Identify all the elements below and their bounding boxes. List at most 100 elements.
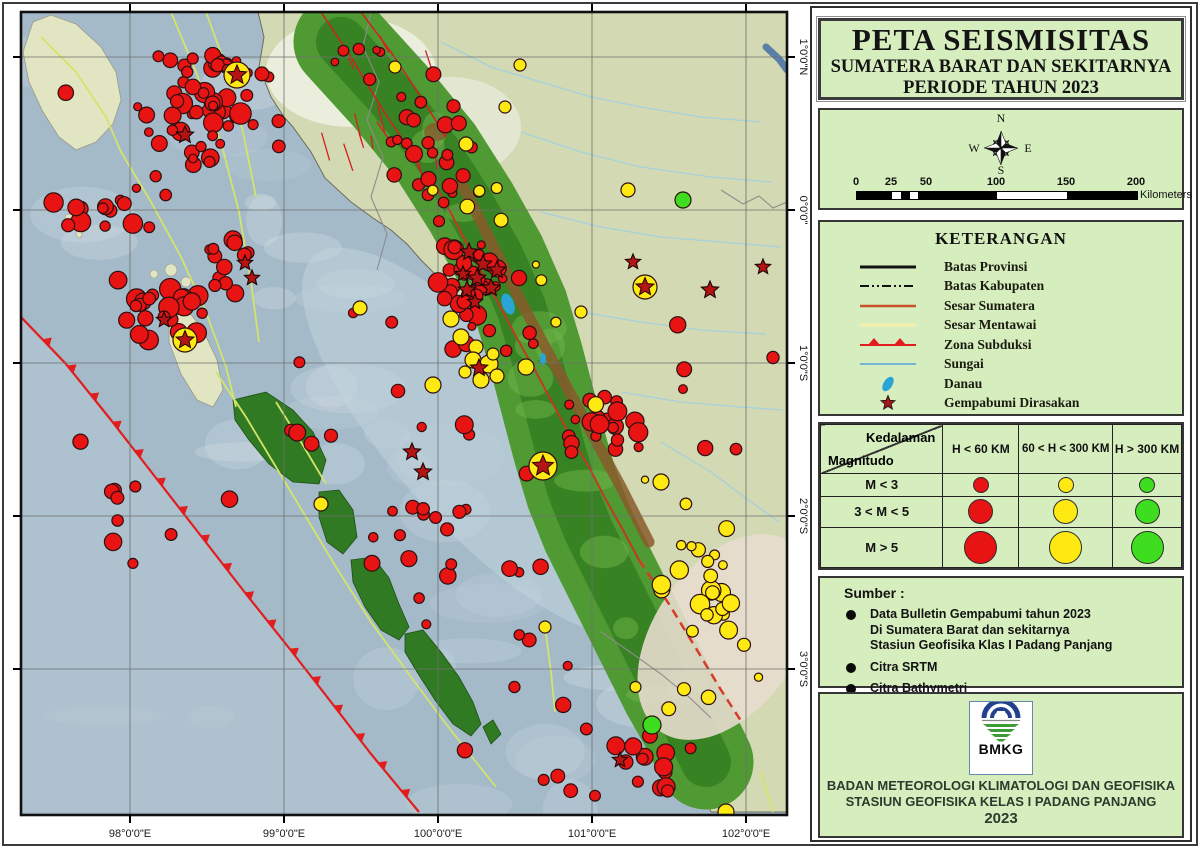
- longitude-label: 101°0'0"E: [568, 828, 616, 840]
- footer-agency: BADAN METEOROLOGI KLIMATOLOGI DAN GEOFIS…: [826, 778, 1176, 793]
- bullet-icon: [846, 610, 856, 620]
- legend-circle: [1049, 530, 1083, 564]
- corner-top-label: Kedalaman: [866, 430, 936, 445]
- legend-title: KETERANGAN: [935, 229, 1067, 248]
- admin-boundary: [720, 189, 787, 209]
- island-batu: [164, 263, 178, 277]
- latitude-label: 2°0'0"S: [797, 498, 809, 534]
- legend-item: Danau: [820, 374, 1182, 394]
- scale-bar-strip: [856, 191, 1138, 200]
- admin-boundary: [362, 12, 388, 271]
- map-period: PERIODE TAHUN 2023: [903, 78, 1099, 98]
- legend-item: Sesar Sumatera: [820, 296, 1182, 316]
- island-mentawai: [318, 489, 358, 555]
- table-corner-cell: Kedalaman Magnitudo: [819, 424, 944, 474]
- magnitude-row-label: 3 < M < 5: [819, 495, 944, 528]
- island-nias: [22, 14, 122, 151]
- bmkg-logo-text: BMKG: [978, 741, 1024, 757]
- bmkg-logo-icon: [981, 702, 1021, 742]
- latitude-label: 0°0'0": [797, 196, 809, 225]
- longitude-label: 98°0'0"E: [109, 828, 151, 840]
- sumber-title: Sumber :: [844, 585, 905, 601]
- magnitude-row-label: M > 5: [819, 526, 944, 569]
- map-frame: [19, 10, 789, 817]
- footer-station: STASIUN GEOFISIKA KELAS I PADANG PANJANG: [845, 793, 1157, 809]
- south-label: S: [998, 163, 1005, 177]
- lake: [501, 293, 515, 315]
- legend-circle-cell: [1018, 526, 1114, 569]
- legend-circle: [1057, 476, 1074, 493]
- east-label: E: [1024, 141, 1031, 155]
- line-sungai-icon: [860, 363, 916, 366]
- sumber-item: Citra Bathymetri: [820, 681, 1182, 697]
- legend-item: Zona Subduksi: [820, 335, 1182, 355]
- line-sesar-sumatera-icon: [860, 304, 916, 307]
- title-box: PETA SEISMISITAS SUMATERA BARAT DAN SEKI…: [816, 16, 1186, 102]
- legend-label: Zona Subduksi: [944, 336, 1032, 352]
- scale-number: 50: [919, 176, 933, 188]
- scale-unit: Kilometers: [1140, 189, 1192, 201]
- keterangan-box: KETERANGAN Batas Provinsi Batas Kabupaten…: [818, 220, 1184, 416]
- river-mouth: [762, 43, 787, 74]
- legend-circle-cell: [1112, 473, 1182, 497]
- magnitude-row-label: M < 3: [819, 473, 944, 497]
- legend-label: Sesar Sumatera: [944, 297, 1035, 313]
- earthquake-points: [43, 42, 780, 815]
- legend-circle-cell: [942, 495, 1020, 528]
- legend-circle-cell: [1018, 495, 1114, 528]
- legend-circle: [1053, 499, 1079, 525]
- depth-column-header: H < 60 KM: [942, 424, 1020, 474]
- sesar-mentawai-line: [760, 771, 774, 813]
- longitude-label: 100°0'0"E: [414, 828, 462, 840]
- footer-year: 2023: [984, 810, 1018, 827]
- north-label: N: [997, 111, 1006, 125]
- sumber-item: Citra SRTM: [820, 660, 1182, 676]
- map-subtitle: SUMATERA BARAT DAN SEKITARNYA: [830, 57, 1172, 77]
- scale-number: 200: [1126, 176, 1146, 188]
- sumber-items: Data Bulletin Gempabumi tahun 2023 Di Sum…: [820, 607, 1182, 697]
- sumber-text: Citra SRTM: [870, 659, 938, 674]
- legend-circle: [964, 530, 998, 564]
- depth-column-header: 60 < H < 300 KM: [1018, 424, 1114, 474]
- scale-bar: 0 25 50 100 150 200 Kilometers: [822, 176, 1192, 206]
- magnitude-table: Kedalaman Magnitudo H < 60 KM 60 < H < 300 …: [819, 424, 1182, 569]
- legend-item: Batas Provinsi: [820, 257, 1182, 277]
- island-mentawai: [482, 719, 502, 745]
- depth-column-header: H > 300 KM: [1112, 424, 1182, 474]
- sesar-mentawai-line: [544, 626, 556, 713]
- line-subduksi-icon: [860, 337, 916, 346]
- island-batu: [180, 276, 192, 288]
- legend-circle-cell: [942, 526, 1020, 569]
- map-canvas: 98°0'0"E 99°0'0"E 100°0'0"E 101°0'0"E 102°0'…: [13, 4, 809, 840]
- island-batu: [149, 269, 159, 279]
- compass-scale-box: N E S W 0 25 50 100 150 200 Kilometers: [818, 108, 1192, 210]
- longitude-label: 99°0'0"E: [263, 828, 305, 840]
- line-provinsi-icon: [860, 265, 916, 269]
- sesar-mentawai-line: [40, 36, 237, 408]
- scale-number: 150: [1056, 176, 1076, 188]
- shape-danau-icon: [882, 376, 894, 391]
- legend-item: Batas Kabupaten: [820, 277, 1182, 297]
- graticule-ticks: [13, 4, 795, 823]
- legend-circle: [1134, 499, 1160, 525]
- line-kabupaten-icon: [860, 285, 916, 288]
- line-sesar-mentawai-icon: [860, 323, 916, 327]
- legend-label: Danau: [944, 375, 983, 391]
- magnitude-depth-table: Kedalaman Magnitudo H < 60 KM 60 < H < 300 …: [818, 422, 1184, 570]
- trench-teeth: [42, 337, 411, 798]
- legend-label: Batas Provinsi: [944, 258, 1028, 274]
- admin-boundary: [600, 631, 712, 719]
- west-label: W: [968, 141, 980, 155]
- legend-item: Gempabumi Dirasakan: [820, 394, 1182, 414]
- river: [660, 441, 780, 523]
- river: [620, 391, 784, 411]
- legend-item: Sesar Mentawai: [820, 316, 1182, 336]
- longitude-label: 102°0'0"E: [722, 828, 770, 840]
- island-mentawai: [350, 556, 410, 641]
- bullet-icon: [846, 662, 856, 673]
- latitude-label: 3°0'0"S: [797, 651, 809, 687]
- sumber-box: Sumber : Data Bulletin Gempabumi tahun 2…: [818, 576, 1184, 695]
- river: [520, 131, 772, 183]
- scale-number: 100: [986, 176, 1006, 188]
